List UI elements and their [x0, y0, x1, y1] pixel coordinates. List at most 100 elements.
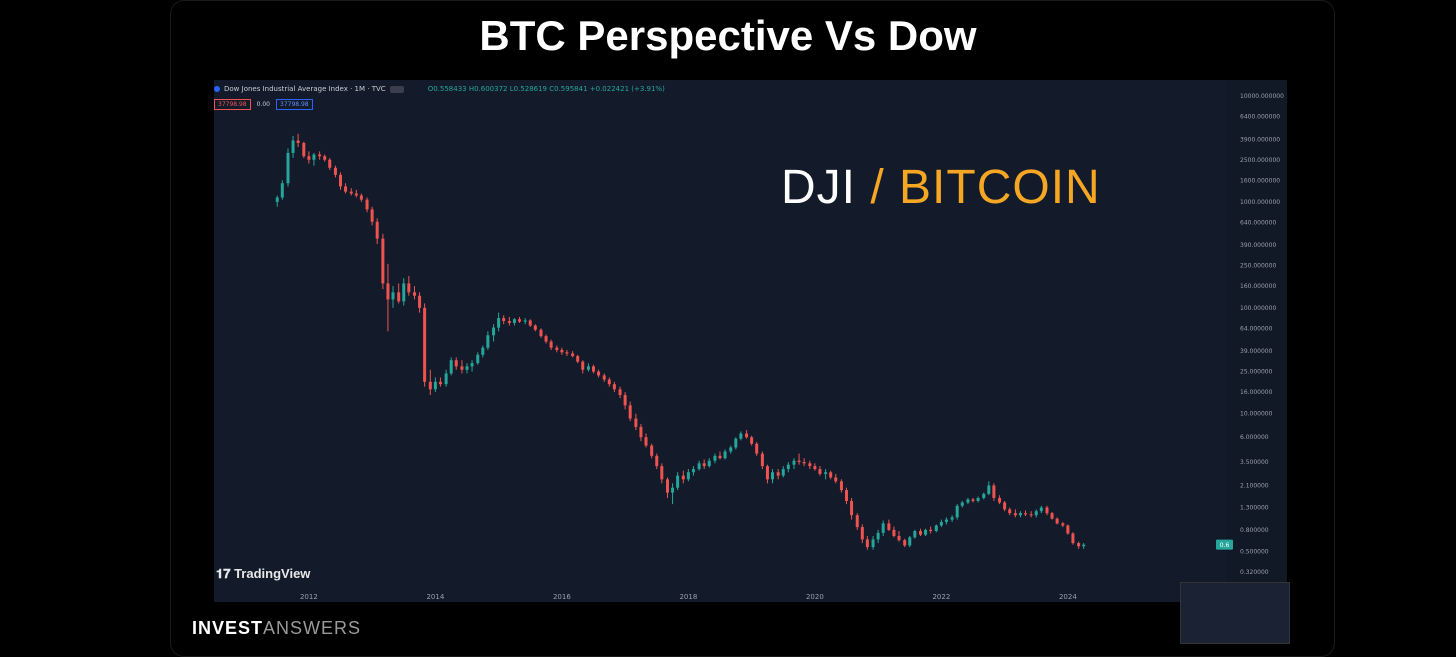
candle-body: [549, 341, 553, 348]
candle-body: [1039, 507, 1043, 512]
candle-body: [512, 319, 516, 323]
candle-body: [381, 238, 385, 284]
candle-body: [365, 199, 369, 210]
candle-body: [1055, 518, 1059, 524]
y-tick-label: 25.000000: [1240, 369, 1273, 376]
candle-body: [850, 500, 854, 516]
candle-body: [339, 174, 342, 187]
y-tick-label: 0.500000: [1240, 548, 1269, 555]
candle-body: [786, 464, 790, 470]
candle-body: [650, 445, 654, 456]
candle-body: [865, 539, 869, 548]
candle-body: [950, 517, 954, 520]
candle-body: [681, 475, 685, 480]
candle-body: [745, 433, 749, 438]
candle-body: [402, 283, 406, 302]
sell-price-badge[interactable]: 37798.98: [214, 99, 251, 110]
candle-body: [623, 395, 627, 406]
x-tick-label: 2016: [553, 593, 571, 601]
candle-body: [433, 381, 437, 390]
candle-body: [1018, 513, 1022, 516]
candle-body: [919, 531, 923, 535]
candle-body: [523, 320, 527, 322]
candle-body: [318, 154, 322, 157]
candle-body: [586, 366, 590, 370]
candle-body: [492, 327, 496, 336]
brand-invest: INVEST: [192, 618, 264, 638]
y-tick-label: 1000.000000: [1240, 199, 1280, 206]
candle-body: [739, 433, 743, 439]
buy-price-badge[interactable]: 37798.98: [276, 99, 313, 110]
candle-body: [486, 335, 490, 348]
candle-body: [444, 373, 448, 385]
candle-body: [370, 209, 374, 222]
candle-body: [280, 183, 284, 198]
candle-body: [375, 221, 379, 239]
candle-body: [987, 485, 991, 494]
candle-body: [913, 531, 917, 538]
candle-body: [998, 497, 1002, 503]
candle-body: [517, 319, 521, 322]
symbol-dot-icon: [214, 86, 220, 92]
candle-body: [976, 497, 980, 501]
candle-body: [460, 366, 464, 370]
candle-body: [407, 283, 411, 293]
y-tick-label: 390.000000: [1240, 242, 1276, 249]
legend-ohlc: O0.558433 H0.600372 L0.528619 C0.595841 …: [427, 85, 665, 93]
candle-body: [291, 140, 295, 153]
candle-body: [465, 366, 469, 370]
candle-body: [438, 381, 442, 385]
y-tick-label: 6400.000000: [1240, 114, 1280, 121]
candle-body: [960, 502, 964, 506]
candle-body: [813, 466, 817, 470]
y-tick-label: 6.000000: [1240, 434, 1269, 441]
candle-body: [576, 356, 580, 362]
candle-body: [723, 451, 727, 459]
candle-body: [770, 472, 774, 480]
candle-body: [887, 523, 891, 530]
candle-body: [876, 532, 880, 540]
candle-body: [660, 466, 664, 480]
candle-body: [544, 336, 548, 342]
candle-body: [1071, 533, 1075, 544]
visibility-icon[interactable]: [389, 85, 404, 93]
candle-body: [686, 472, 690, 480]
candle-body: [413, 292, 417, 296]
y-tick-label: 3.500000: [1240, 459, 1269, 466]
chart-panel: [214, 80, 1287, 602]
candle-body: [571, 353, 575, 357]
chart-overlay-title: DJI / BITCOIN: [781, 160, 1101, 215]
tradingview-label: TradingView: [234, 566, 311, 581]
overlay-bitcoin: / BITCOIN: [870, 161, 1101, 214]
thumbnail-preview: [1180, 582, 1290, 644]
candle-body: [391, 292, 395, 300]
candle-body: [676, 475, 680, 488]
candle-body: [418, 295, 422, 308]
candle-body: [944, 519, 948, 522]
candle-body: [707, 460, 711, 467]
y-tick-label: 0.320000: [1240, 569, 1269, 576]
candle-body: [565, 352, 569, 354]
legend-symbol: Dow Jones Industrial Average Index · 1M …: [224, 85, 386, 93]
candle-body: [1023, 513, 1027, 515]
candle-body: [792, 460, 796, 465]
candle-body: [344, 186, 348, 192]
candle-body: [729, 447, 733, 452]
candle-body: [924, 529, 928, 535]
candle-body: [592, 366, 595, 372]
candle-body: [781, 469, 785, 476]
candle-body: [1008, 509, 1012, 514]
candle-body: [1003, 502, 1007, 510]
candle-body: [691, 469, 695, 473]
candle-body: [702, 463, 706, 467]
x-tick-label: 2022: [932, 593, 950, 601]
candle-body: [312, 154, 316, 160]
candle-body: [449, 360, 453, 374]
candle-body: [897, 535, 901, 541]
candle-body: [765, 466, 769, 480]
candle-body: [855, 515, 859, 528]
x-tick-label: 2020: [806, 593, 824, 601]
candle-body: [697, 463, 701, 470]
last-price-badge: [1216, 539, 1233, 550]
